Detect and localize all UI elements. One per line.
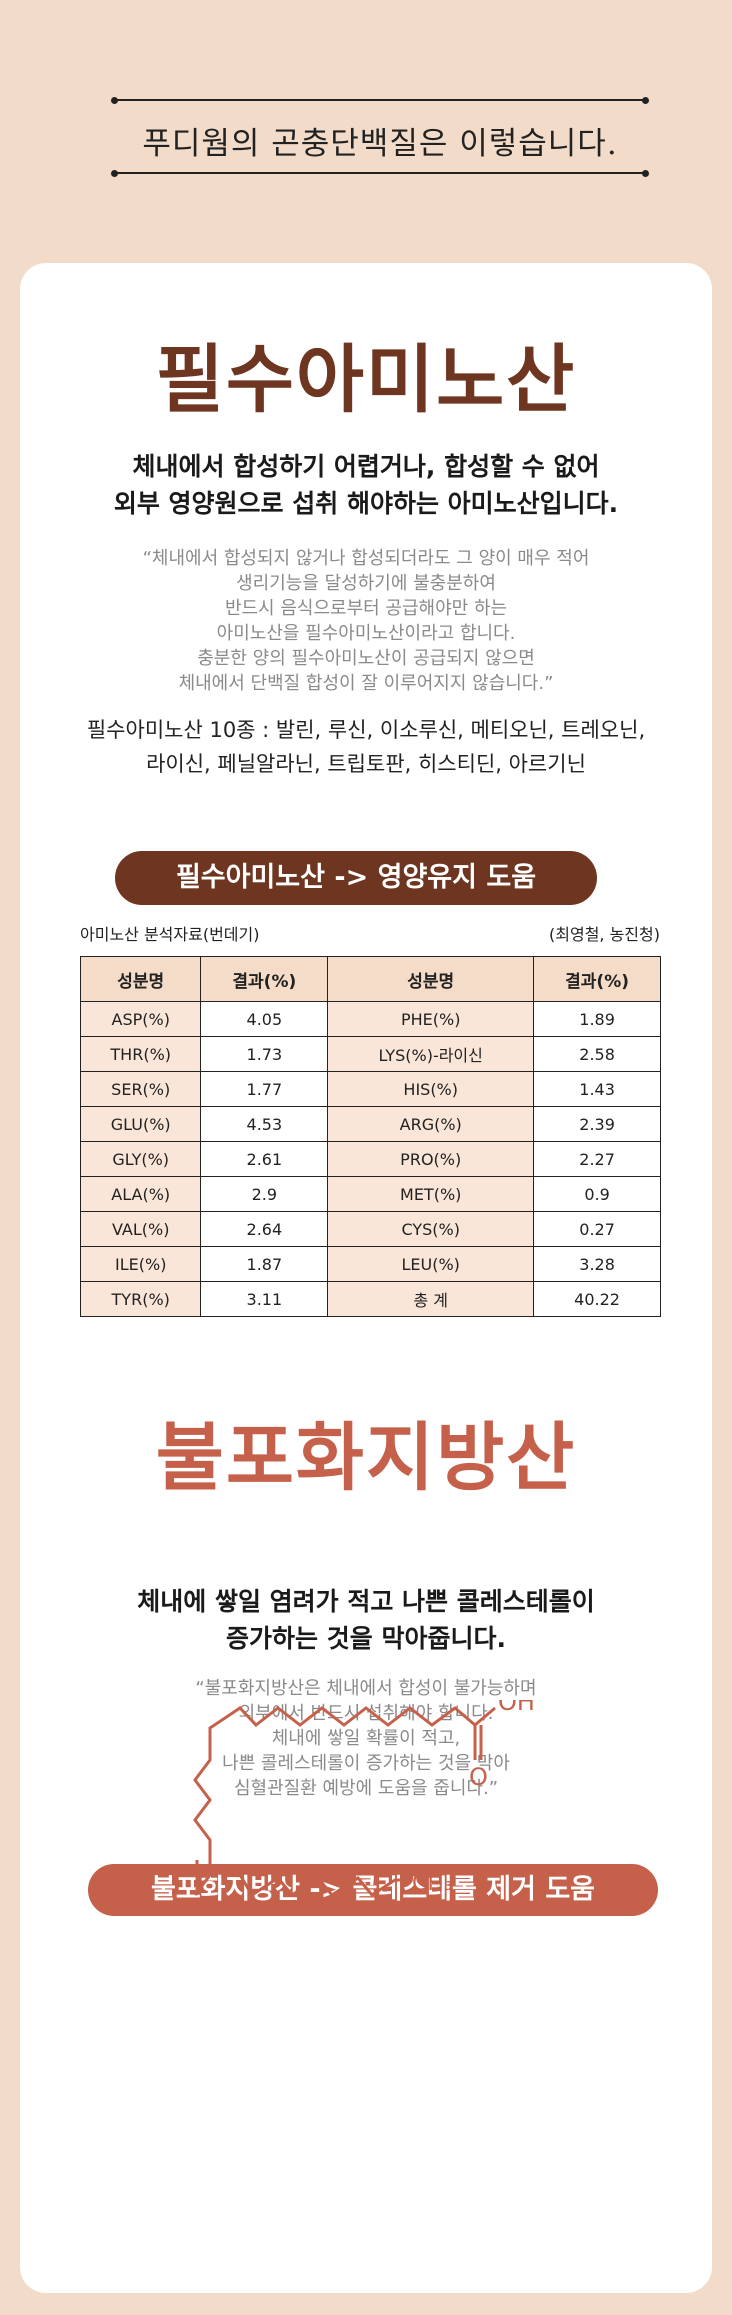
table-cell-name: GLY(%)	[79, 1141, 202, 1177]
essential-list-line: 필수아미노산 10종 : 발린, 루신, 이소루신, 메티오닌, 트레오닌,	[86, 718, 646, 742]
hydroxyl-bond	[474, 1706, 496, 1727]
header-dot	[642, 170, 649, 177]
fatty-acid-skeleton	[238, 1874, 405, 1898]
table-row: SER(%) 1.77 HIS(%) 1.43	[79, 1071, 661, 1107]
table-cell-value: 3.11	[200, 1281, 329, 1317]
table-caption: 아미노산 분석자료(번데기)	[80, 925, 260, 944]
table-cell-value: 2.64	[200, 1211, 329, 1247]
unsaturated-lead: 체내에 쌓일 염려가 적고 나쁜 콜레스테롤이 증가하는 것을 막아줍니다.	[20, 1583, 712, 1657]
table-cell-name: MET(%)	[327, 1176, 535, 1212]
table-header-cell: 성분명	[327, 956, 535, 1002]
unsaturated-quote: “불포화지방산은 체내에서 합성이 불가능하며 외부에서 반드시 섭취해야 합니…	[20, 1676, 712, 1801]
table-cell-name: HIS(%)	[327, 1071, 535, 1107]
table-cell-name: CYS(%)	[327, 1211, 535, 1247]
fatty-acid-structure-diagram: OH O CH₃	[193, 1700, 535, 1898]
essential-quote-line: 아미노산을 필수아미노산이라고 합니다.	[216, 623, 516, 644]
table-cell-name: GLU(%)	[79, 1106, 202, 1142]
header-dot	[111, 170, 118, 177]
table-cell-name: SER(%)	[79, 1071, 202, 1107]
essential-title: 필수아미노산	[155, 337, 577, 423]
essential-lead-line: 체내에서 합성하기 어렵거나, 합성할 수 없어	[132, 452, 600, 481]
table-row: TYR(%) 3.11 총 계 40.22	[79, 1281, 661, 1317]
table-row: THR(%) 1.73 LYS(%)-라이신 2.58	[79, 1036, 661, 1072]
table-header-row: 성분명 결과(%) 성분명 결과(%)	[79, 956, 661, 1002]
unsaturated-lead-line: 증가하는 것을 막아줍니다.	[226, 1624, 506, 1653]
table-row: ALA(%) 2.9 MET(%) 0.9	[79, 1176, 661, 1212]
table-cell-value: 1.43	[533, 1071, 661, 1107]
table-cell-name: VAL(%)	[79, 1211, 202, 1247]
unsaturated-lead-line: 체내에 쌓일 염려가 적고 나쁜 콜레스테롤이	[137, 1587, 595, 1616]
table-cell-value: 3.28	[533, 1246, 661, 1282]
essential-list-line: 라이신, 페닐알라닌, 트립토판, 히스티딘, 아르기닌	[146, 752, 586, 776]
table-row: ILE(%) 1.87 LEU(%) 3.28	[79, 1246, 661, 1282]
table-cell-value: 0.9	[533, 1176, 661, 1212]
essential-quote-line: “체내에서 합성되지 않거나 합성되더라도 그 양이 매우 적어	[142, 548, 590, 569]
table-cell-value: 0.27	[533, 1211, 661, 1247]
table-row: VAL(%) 2.64 CYS(%) 0.27	[79, 1211, 661, 1247]
table-cell-value: 2.61	[200, 1141, 329, 1177]
table-cell-value: 1.77	[200, 1071, 329, 1107]
table-row: ASP(%) 4.05 PHE(%) 1.89	[79, 1001, 661, 1037]
header-dot	[642, 97, 649, 104]
unsaturated-title: 불포화지방산	[155, 1415, 577, 1501]
table-cell-name: PHE(%)	[327, 1001, 535, 1037]
table-header-cell: 결과(%)	[533, 956, 661, 1002]
unsaturated-quote-line: 체내에 쌓일 확률이 적고,	[271, 1728, 461, 1749]
essential-list: 필수아미노산 10종 : 발린, 루신, 이소루신, 메티오닌, 트레오닌, 라…	[20, 713, 712, 781]
table-cell-name: ASP(%)	[79, 1001, 202, 1037]
essential-pill-banner: 필수아미노산 -> 영양유지 도움	[115, 851, 597, 905]
content-card: 필수아미노산 체내에서 합성하기 어렵거나, 합성할 수 없어 외부 영양원으로…	[20, 263, 712, 2293]
header-rule-top	[115, 99, 645, 101]
header-title: 푸디웜의 곤충단백질은 이렇습니다.	[142, 126, 618, 162]
table-cell-value: 40.22	[533, 1281, 661, 1317]
table-cell-name: 총 계	[327, 1281, 535, 1317]
table-cell-value: 1.89	[533, 1001, 661, 1037]
unsaturated-quote-line: 나쁜 콜레스테롤이 증가하는 것을 막아	[222, 1753, 510, 1774]
chem-label-ch3: CH₃	[412, 1871, 453, 1896]
essential-lead: 체내에서 합성하기 어렵거나, 합성할 수 없어 외부 영양원으로 섭취 해야하…	[20, 448, 712, 522]
table-header-cell: 결과(%)	[200, 956, 329, 1002]
table-cell-value: 2.58	[533, 1036, 661, 1072]
table-cell-name: LYS(%)-라이신	[327, 1036, 535, 1072]
table-header-cell: 성분명	[79, 956, 202, 1002]
table-cell-name: ALA(%)	[79, 1176, 202, 1212]
table-cell-name: THR(%)	[79, 1036, 202, 1072]
table-cell-value: 2.39	[533, 1106, 661, 1142]
header-dot	[111, 97, 118, 104]
table-cell-value: 4.05	[200, 1001, 329, 1037]
essential-quote-line: 충분한 양의 필수아미노산이 공급되지 않으면	[197, 648, 535, 669]
amino-acid-table: 성분명 결과(%) 성분명 결과(%) ASP(%) 4.05 PHE(%) 1.89…	[79, 956, 661, 1317]
unsaturated-quote-line: 외부에서 반드시 섭취해야 합니다.	[238, 1703, 494, 1724]
table-cell-value: 4.53	[200, 1106, 329, 1142]
table-cell-name: PRO(%)	[327, 1141, 535, 1177]
chem-label-oh: OH	[498, 1700, 535, 1716]
table-cell-value: 2.27	[533, 1141, 661, 1177]
table-cell-value: 1.87	[200, 1246, 329, 1282]
table-cell-name: ILE(%)	[79, 1246, 202, 1282]
essential-quote-line: 생리기능을 달성하기에 불충분하여	[236, 573, 496, 594]
table-cell-value: 2.9	[200, 1176, 329, 1212]
table-cell-name: LEU(%)	[327, 1246, 535, 1282]
essential-quote: “체내에서 합성되지 않거나 합성되더라도 그 양이 매우 적어 생리기능을 달…	[20, 546, 712, 696]
table-cell-value: 1.73	[200, 1036, 329, 1072]
essential-quote-line: 반드시 음식으로부터 공급해야만 하는	[224, 598, 508, 619]
header-section: 푸디웜의 곤충단백질은 이렇습니다.	[111, 96, 649, 178]
chem-label-o: O	[469, 1763, 488, 1791]
table-cell-name: TYR(%)	[79, 1281, 202, 1317]
table-cell-name: ARG(%)	[327, 1106, 535, 1142]
table-source: (최영철, 농진청)	[549, 925, 660, 944]
unsaturated-quote-line: “불포화지방산은 체내에서 합성이 불가능하며	[195, 1678, 537, 1699]
essential-lead-line: 외부 영양원으로 섭취 해야하는 아미노산입니다.	[113, 489, 619, 518]
fatty-acid-chain-upper	[193, 1706, 476, 1896]
essential-quote-line: 체내에서 단백질 합성이 잘 이루어지지 않습니다.”	[178, 673, 554, 694]
unsaturated-pill-banner: 불포화지방산 -> 콜레스테롤 제거 도움	[88, 1864, 658, 1916]
header-rule-bottom	[115, 172, 645, 174]
table-row: GLU(%) 4.53 ARG(%) 2.39	[79, 1106, 661, 1142]
unsaturated-quote-line: 심혈관질환 예방에 도움을 줍니다.”	[233, 1778, 499, 1799]
table-row: GLY(%) 2.61 PRO(%) 2.27	[79, 1141, 661, 1177]
